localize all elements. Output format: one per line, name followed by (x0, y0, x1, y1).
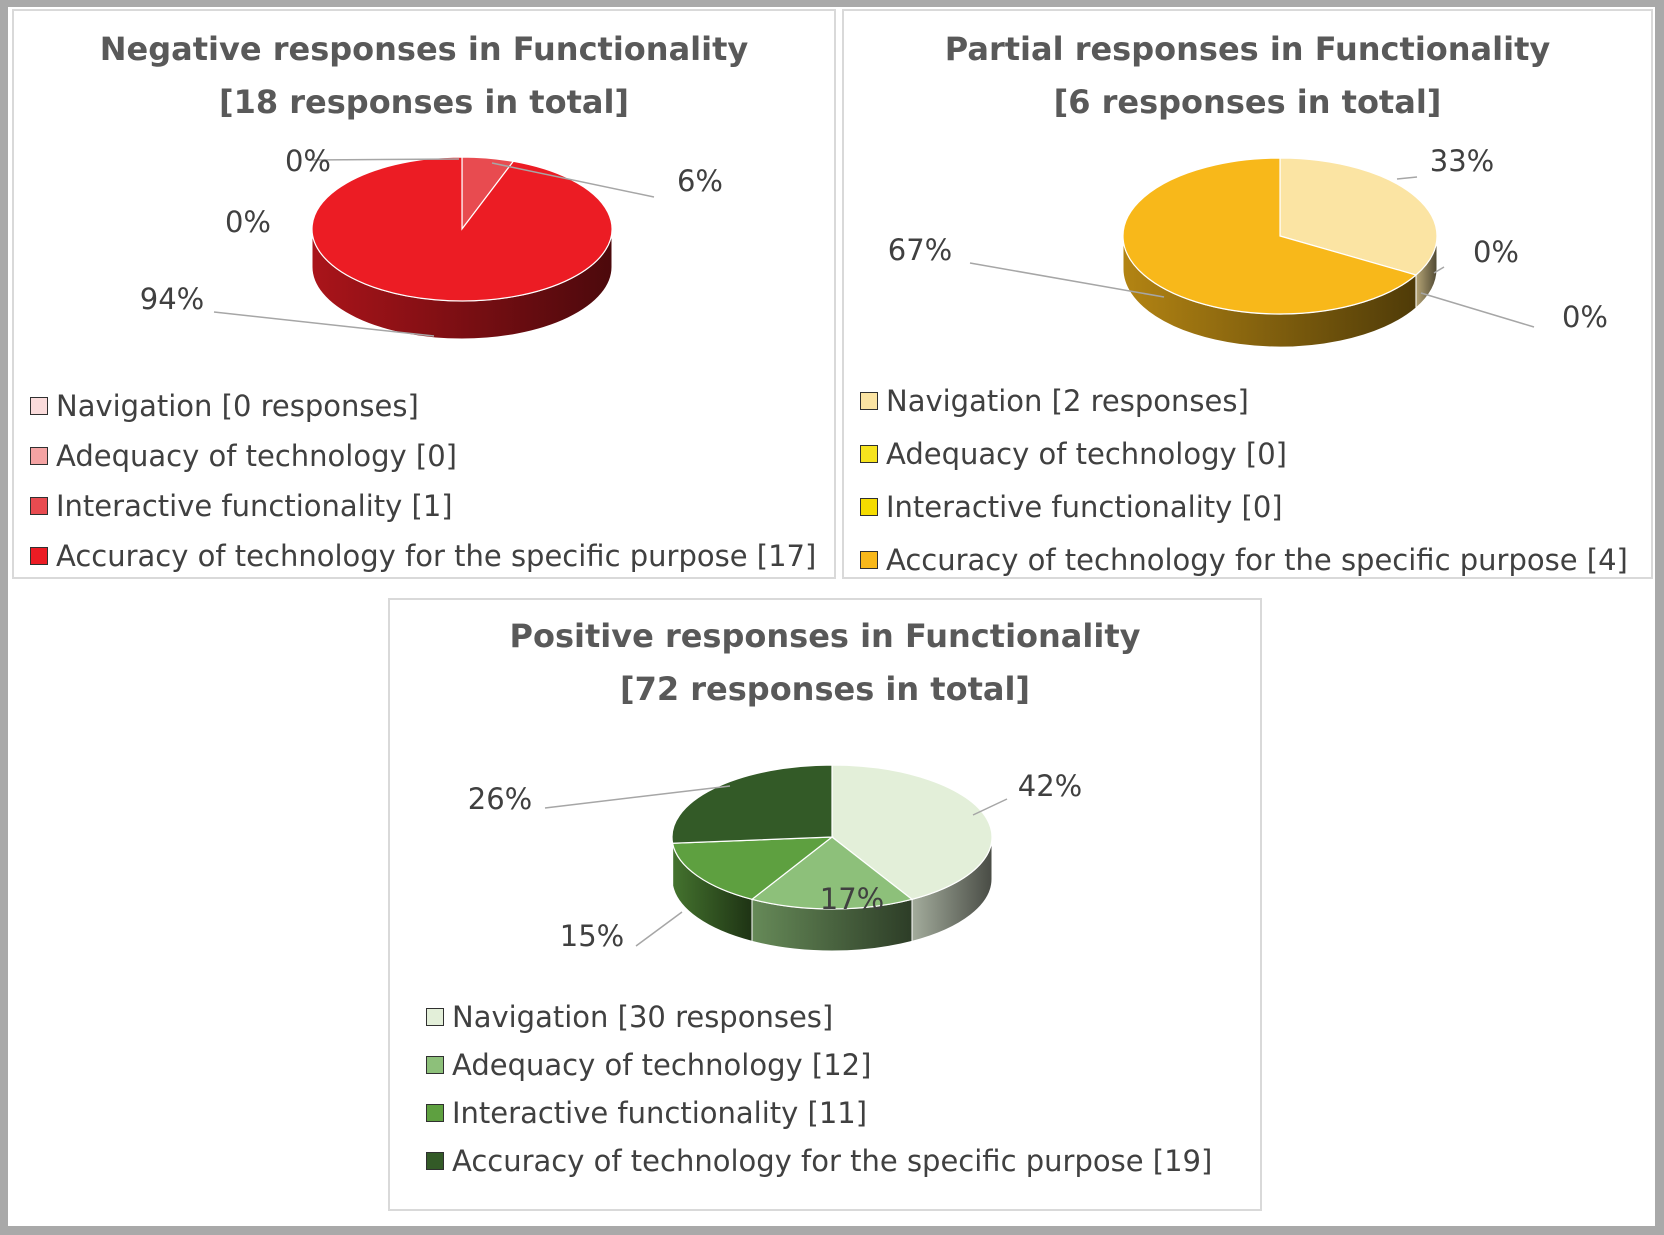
legend-label-accuracy: Accuracy of technology for the specific … (886, 542, 1628, 577)
leader-line-navigation (1396, 176, 1418, 180)
data-label-adequacy: 0% (225, 205, 271, 239)
legend-label-interactive: Interactive functionality [11] (452, 1096, 868, 1130)
legend-item-navigation: Navigation [2 responses] (860, 374, 1628, 427)
legend-swatch-interactive (860, 497, 878, 516)
chart-title-line-2: [72 responses in total] (619, 670, 1031, 708)
chart-title-line-1: Positive responses in Functionality (509, 617, 1141, 655)
chart-title: Partial responses in Functionality [6 re… (844, 23, 1651, 129)
legend-swatch-interactive (30, 497, 48, 515)
leader-line-accuracy (544, 785, 731, 809)
chart-panel-positive: Positive responses in Functionality [72 … (388, 598, 1262, 1211)
legend-swatch-accuracy (860, 550, 878, 569)
leader-line-interactive (491, 162, 655, 198)
pie-top-faces (311, 156, 613, 302)
chart-title-line-1: Negative responses in Functionality (99, 30, 749, 68)
data-label-adequacy: 0% (1473, 235, 1519, 269)
pie-slice-accuracy (1122, 157, 1418, 315)
pie-side-walls (671, 836, 993, 952)
data-label-navigation: 0% (285, 144, 331, 178)
legend-item-accuracy: Accuracy of technology for the specific … (426, 1137, 1212, 1185)
pie-data-labels: 0% 0% 6% 94% (140, 144, 723, 337)
pie-chart-positive: 42% 17% 15% 26% (468, 764, 1082, 953)
legend-label-navigation: Navigation [2 responses] (886, 383, 1249, 418)
chart-legend: Navigation [30 responses] Adequacy of te… (426, 993, 1212, 1185)
pie-data-labels: 42% 17% 15% 26% (468, 769, 1082, 953)
figure-canvas: Negative responses in Functionality [18 … (8, 7, 1655, 1226)
leader-line-navigation (308, 158, 460, 161)
legend-label-adequacy: Adequacy of technology [0] (886, 436, 1287, 471)
legend-label-navigation: Navigation [0 responses] (56, 389, 419, 423)
chart-panel-negative: Negative responses in Functionality [18 … (12, 9, 836, 579)
legend-label-interactive: Interactive functionality [0] (886, 489, 1283, 524)
legend-item-adequacy: Adequacy of technology [0] (30, 431, 816, 481)
legend-label-adequacy: Adequacy of technology [0] (56, 439, 457, 473)
legend-swatch-accuracy (30, 547, 48, 565)
legend-swatch-adequacy (860, 444, 878, 463)
leader-line-navigation (972, 798, 1008, 816)
chart-title-line-2: [6 responses in total] (1053, 83, 1442, 121)
legend-item-accuracy: Accuracy of technology for the specific … (860, 533, 1628, 586)
data-label-interactive: 6% (677, 164, 723, 198)
legend-label-accuracy: Accuracy of technology for the specific … (452, 1144, 1213, 1178)
legend-item-interactive: Interactive functionality [1] (30, 481, 816, 531)
legend-label-interactive: Interactive functionality [1] (56, 489, 453, 523)
pie-slice-adequacy (750, 836, 914, 910)
legend-item-adequacy: Adequacy of technology [0] (860, 427, 1628, 480)
leader-line-accuracy (213, 311, 435, 337)
legend-swatch-adequacy (30, 447, 48, 465)
leader-line-adequacy (1433, 266, 1445, 274)
chart-title: Negative responses in Functionality [18 … (14, 23, 834, 129)
data-label-adequacy: 17% (820, 882, 884, 916)
legend-swatch-accuracy (426, 1152, 444, 1170)
legend-label-adequacy: Adequacy of technology [12] (452, 1048, 872, 1082)
pie-top-faces (1122, 157, 1438, 315)
data-label-navigation: 33% (1430, 144, 1494, 178)
data-label-interactive: 0% (1562, 300, 1608, 334)
pie-slice-navigation (831, 764, 993, 901)
pie-slice-navigation (1279, 157, 1438, 276)
pie-slice-accuracy (671, 764, 833, 844)
legend-item-interactive: Interactive functionality [11] (426, 1089, 1212, 1137)
legend-item-navigation: Navigation [30 responses] (426, 993, 1212, 1041)
legend-swatch-navigation (30, 397, 48, 415)
legend-item-interactive: Interactive functionality [0] (860, 480, 1628, 533)
legend-swatch-navigation (860, 391, 878, 410)
pie-slice-accuracy (311, 156, 613, 302)
legend-swatch-adequacy (426, 1056, 444, 1074)
data-label-navigation: 42% (1018, 769, 1082, 803)
pie-chart-negative: 0% 0% 6% 94% (140, 144, 723, 340)
chart-title-line-2: [18 responses in total] (218, 83, 630, 121)
legend-item-accuracy: Accuracy of technology for the specific … (30, 531, 816, 581)
legend-item-adequacy: Adequacy of technology [12] (426, 1041, 1212, 1089)
chart-title-line-1: Partial responses in Functionality (944, 30, 1551, 68)
legend-label-accuracy: Accuracy of technology for the specific … (56, 539, 817, 573)
legend-item-navigation: Navigation [0 responses] (30, 381, 816, 431)
data-label-accuracy: 26% (468, 782, 532, 816)
chart-title: Positive responses in Functionality [72 … (390, 610, 1260, 716)
chart-legend: Navigation [0 responses] Adequacy of tec… (30, 381, 816, 581)
leader-line-accuracy (969, 262, 1165, 298)
chart-panel-partial: Partial responses in Functionality [6 re… (842, 9, 1653, 579)
pie-top-faces (671, 764, 993, 910)
pie-data-labels: 33% 0% 0% 67% (888, 144, 1608, 334)
data-label-interactive: 15% (560, 919, 624, 953)
leader-line-interactive (635, 911, 683, 947)
pie-slice-interactive (671, 836, 834, 901)
pie-chart-partial: 33% 0% 0% 67% (888, 144, 1608, 348)
leader-line-interactive (1420, 292, 1535, 328)
legend-label-navigation: Navigation [30 responses] (452, 1000, 834, 1034)
data-label-accuracy: 67% (888, 233, 952, 267)
legend-swatch-navigation (426, 1008, 444, 1026)
data-label-accuracy: 94% (140, 282, 204, 316)
chart-legend: Navigation [2 responses] Adequacy of tec… (860, 374, 1628, 586)
legend-swatch-interactive (426, 1104, 444, 1122)
